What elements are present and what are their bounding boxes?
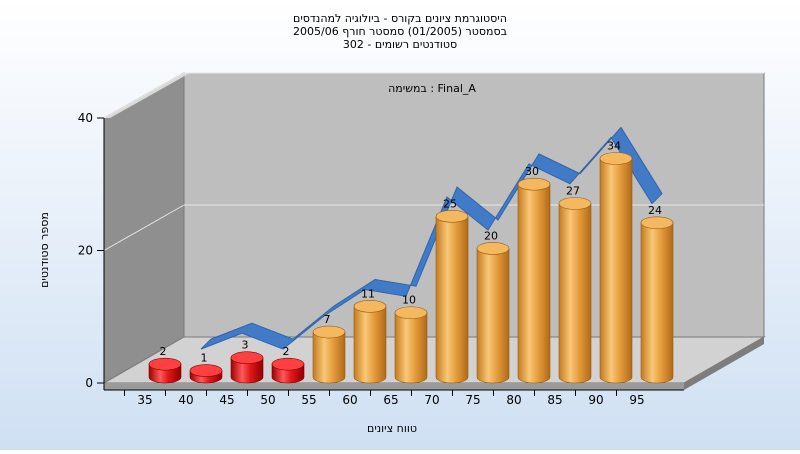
x-tick-label: 75 bbox=[465, 393, 480, 407]
chart-title-line-2: בסמסטר (01/2005) סמסטר חורף 2005/06 bbox=[293, 25, 507, 38]
chart-title-line-1: היסטוגרמת ציונים בקורס - ביולוגיה למהנדס… bbox=[293, 12, 507, 25]
bar bbox=[148, 357, 182, 384]
bar bbox=[353, 300, 387, 384]
bar bbox=[312, 325, 346, 384]
bar-value-label: 10 bbox=[402, 294, 416, 307]
floor-front-edge bbox=[104, 383, 684, 390]
x-tick-label: 55 bbox=[301, 393, 316, 407]
bar-body bbox=[394, 312, 428, 384]
bar bbox=[189, 364, 223, 384]
bar-value-label: 2 bbox=[160, 345, 167, 358]
x-tick-label: 70 bbox=[424, 393, 439, 407]
y-tick-label: 40 bbox=[78, 111, 93, 125]
trend-layer bbox=[200, 126, 663, 350]
bar-top bbox=[230, 351, 264, 365]
y-tick-label: 20 bbox=[78, 244, 93, 258]
bar-top bbox=[271, 357, 305, 371]
x-tick-label: 35 bbox=[137, 393, 152, 407]
bar bbox=[558, 197, 592, 384]
chart-title-line-3: 302 - סטודנטים רשומים bbox=[343, 38, 457, 51]
bar bbox=[435, 210, 469, 384]
x-tick-label: 80 bbox=[506, 393, 521, 407]
bar-top bbox=[599, 152, 633, 165]
x-tick-label: 60 bbox=[342, 393, 357, 407]
y-axis-label: מספר סטודנטים bbox=[38, 212, 51, 288]
bar bbox=[599, 152, 633, 384]
bar-body bbox=[435, 216, 469, 384]
bar-top bbox=[476, 242, 510, 255]
bar-top bbox=[189, 364, 223, 377]
x-tick-label: 90 bbox=[588, 393, 603, 407]
bar-value-label: 25 bbox=[443, 197, 457, 210]
x-tick-label: 40 bbox=[178, 393, 193, 407]
bar-top bbox=[640, 216, 674, 230]
bar-top bbox=[558, 197, 592, 210]
bar-body bbox=[517, 183, 551, 384]
bar-body bbox=[599, 158, 633, 384]
bar-top bbox=[394, 306, 428, 320]
x-tick-label: 65 bbox=[383, 393, 398, 407]
bar-body bbox=[640, 222, 674, 384]
bar-body bbox=[230, 357, 264, 384]
bar bbox=[640, 216, 674, 384]
floor-right-edge bbox=[684, 337, 764, 390]
x-axis-label: טווח ציונים bbox=[367, 422, 417, 435]
bar-value-label: 24 bbox=[648, 204, 662, 217]
bar-value-label: 7 bbox=[324, 313, 331, 326]
y-tick-label: 0 bbox=[85, 376, 93, 390]
bar-body bbox=[476, 248, 510, 384]
bar-value-label: 3 bbox=[242, 339, 249, 352]
bar-top bbox=[353, 300, 387, 313]
back-wall-top-edge bbox=[104, 73, 190, 118]
x-tick-label: 50 bbox=[260, 393, 275, 407]
bar-value-label: 34 bbox=[607, 140, 621, 153]
annotation-label: במשימה : Final_A bbox=[388, 82, 476, 95]
bar-top bbox=[517, 177, 551, 191]
trend-ribbon bbox=[200, 126, 663, 350]
bar-value-label: 30 bbox=[525, 165, 539, 178]
x-tick-label: 45 bbox=[219, 393, 234, 407]
grid-line-side bbox=[103, 72, 185, 119]
grid-line-side bbox=[103, 204, 185, 251]
bar-value-label: 11 bbox=[361, 287, 375, 300]
bar-value-label: 27 bbox=[566, 184, 580, 197]
bar-body bbox=[558, 203, 592, 384]
bar bbox=[230, 351, 264, 384]
bar bbox=[476, 242, 510, 384]
bar-body bbox=[353, 306, 387, 384]
x-tick-label: 85 bbox=[547, 393, 562, 407]
bar-top bbox=[312, 325, 346, 339]
bar-value-label: 1 bbox=[201, 352, 208, 365]
bar bbox=[394, 306, 428, 384]
bar-top bbox=[148, 357, 182, 371]
bar bbox=[517, 177, 551, 384]
bar-value-label: 2 bbox=[283, 345, 290, 358]
x-tick-label: 95 bbox=[629, 393, 644, 407]
bar-value-label: 20 bbox=[484, 229, 498, 242]
bar-top bbox=[435, 210, 469, 223]
bar bbox=[271, 357, 305, 384]
bar-body bbox=[312, 331, 346, 384]
